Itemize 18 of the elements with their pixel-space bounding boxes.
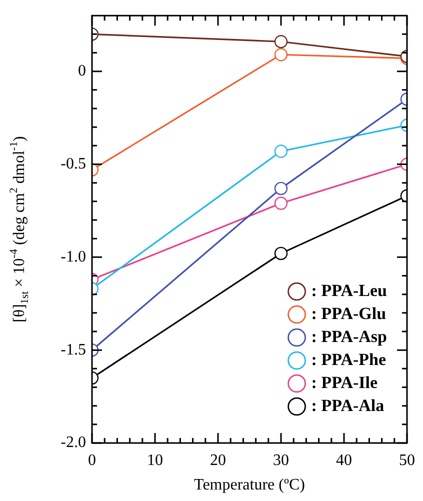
x-tick-label: 20 [210, 452, 226, 469]
x-tick-label: 40 [336, 452, 352, 469]
legend-label: : PPA-Ile [311, 372, 378, 392]
x-tick-label: 30 [273, 452, 289, 469]
x-tick-label: 50 [399, 452, 415, 469]
legend-label: : PPA-Phe [311, 350, 386, 369]
x-axis-title: Temperature (ºC) [194, 476, 305, 494]
legend-label: : PPA-Leu [311, 280, 387, 300]
legend-label: : PPA-Asp [311, 326, 387, 346]
legend-label: : PPA-Ala [311, 396, 385, 415]
text: [θ]1st × 10-4 (deg cm2 dmol-1) [8, 136, 31, 322]
y-tick-label: -0.5 [60, 155, 86, 172]
y-tick-label: -1.0 [60, 248, 86, 266]
x-tick-label: 10 [147, 452, 163, 469]
y-tick-label: -1.5 [60, 341, 86, 358]
y-tick-label: 0 [78, 62, 86, 80]
legend-label: : PPA-Glu [311, 304, 386, 323]
y-tick-label: -2.0 [60, 434, 86, 452]
